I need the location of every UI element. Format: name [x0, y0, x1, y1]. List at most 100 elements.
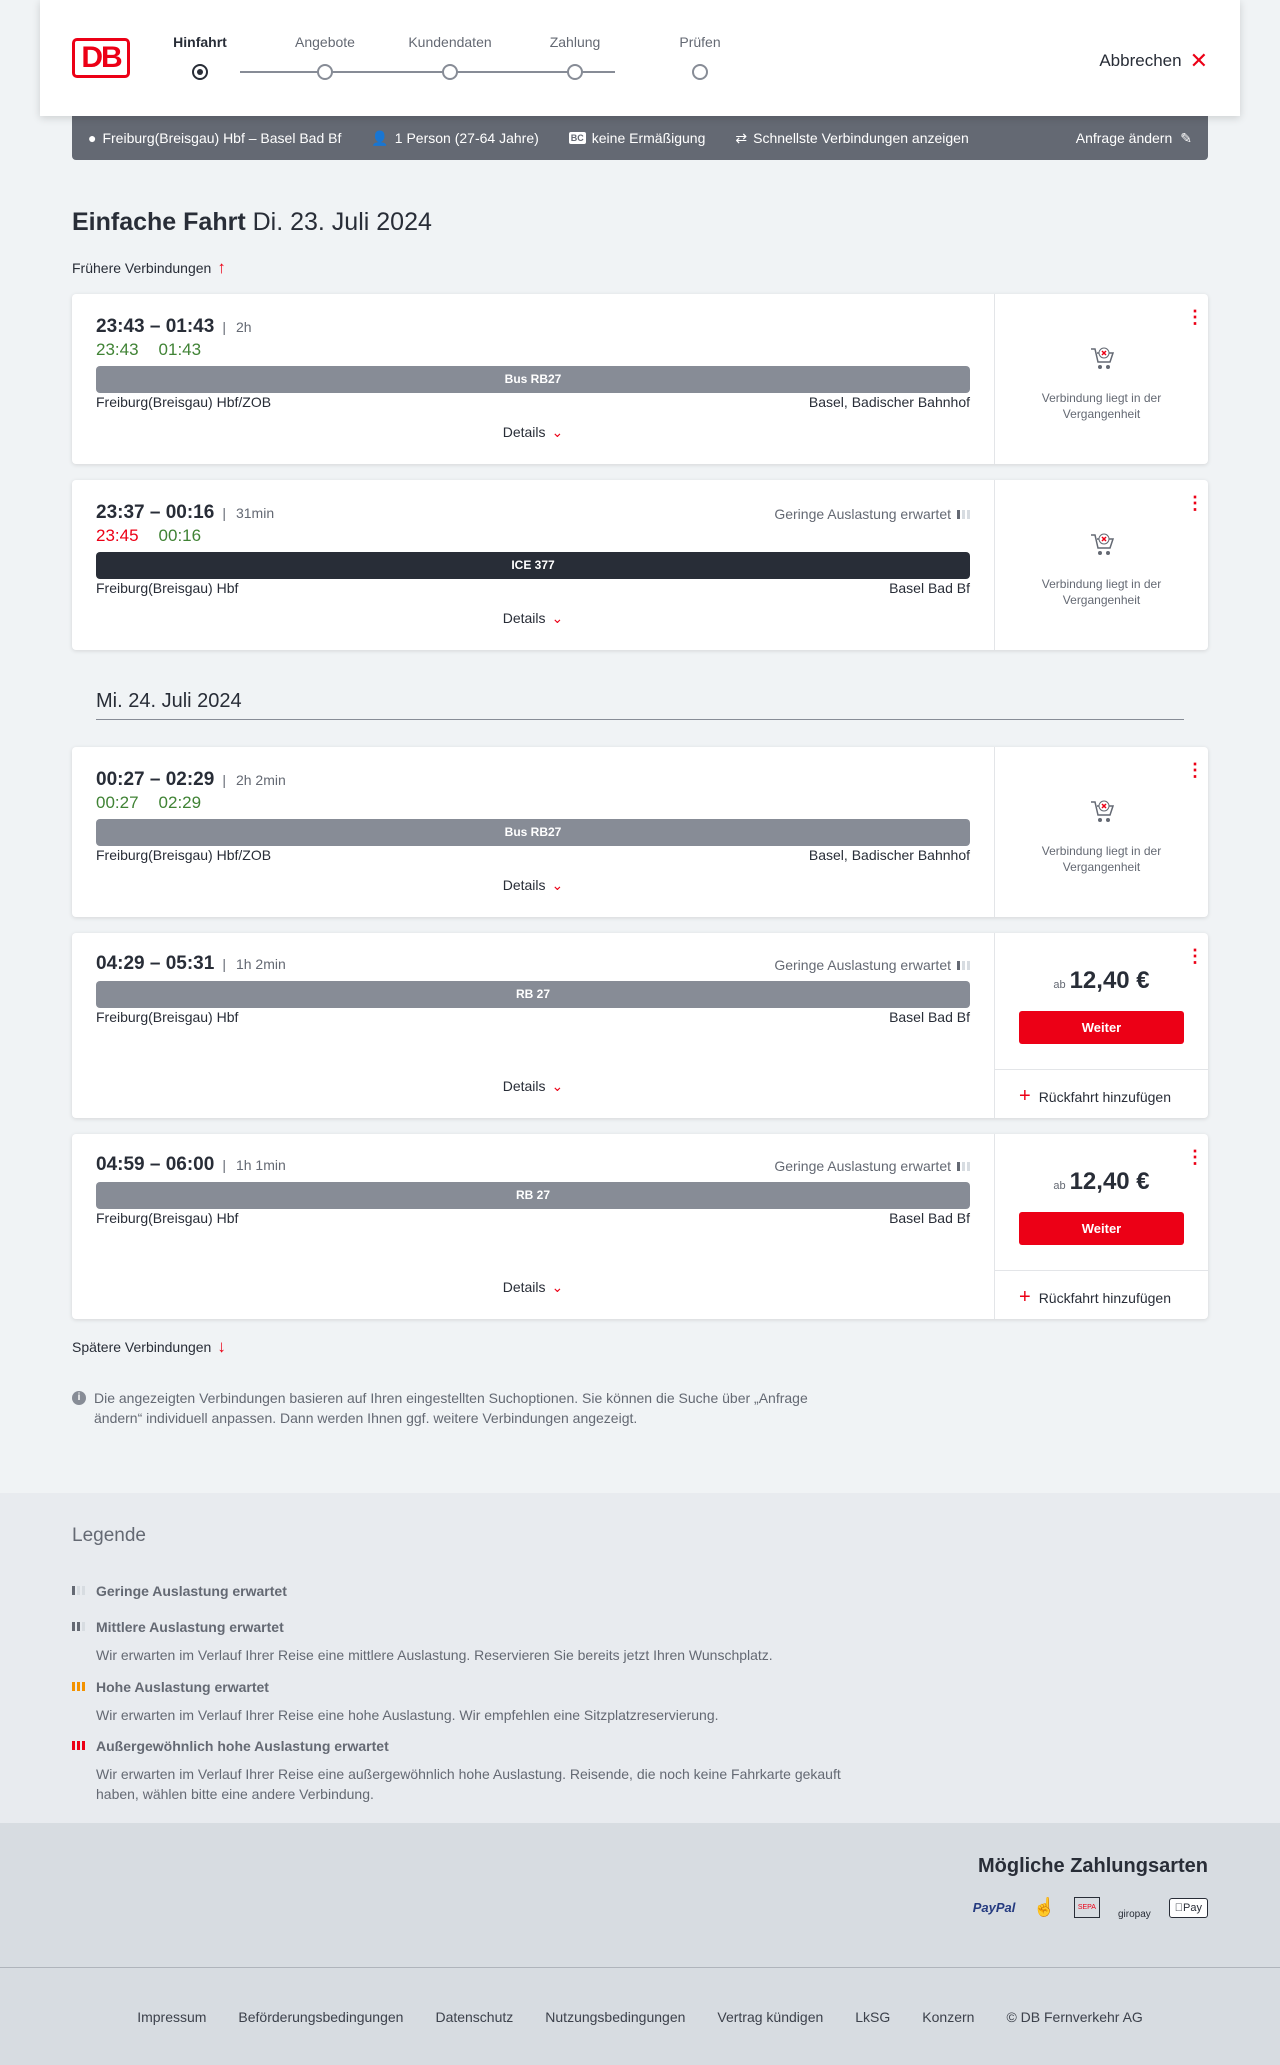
legend-item-title: Außergewöhnlich hohe Auslastung erwartet — [96, 1738, 389, 1754]
earlier-connections-link[interactable]: Frühere Verbindungen ↑ — [72, 258, 226, 278]
offer-panel: ⋮ Verbindung liegt in der Vergangenheit — [994, 480, 1208, 650]
cart-unavailable-icon — [995, 344, 1208, 377]
close-icon: ✕ — [1189, 48, 1208, 73]
offer-panel: ⋮ Verbindung liegt in der Vergangenheit — [994, 747, 1208, 917]
legend-item-desc: Wir erwarten im Verlauf Ihrer Reise eine… — [96, 1647, 773, 1663]
change-request-button[interactable]: Anfrage ändern ✎ — [1076, 130, 1192, 147]
chevron-down-icon: ⌄ — [551, 610, 564, 626]
realtime-arrival: 01:43 — [158, 340, 202, 359]
footer-link-konzern[interactable]: Konzern — [922, 2008, 975, 2025]
footer-link-befoerderungsbedingungen[interactable]: Beförderungsbedingungen — [238, 2008, 404, 2025]
train-bar: ICE 377 — [96, 552, 970, 579]
details-toggle[interactable]: Details ⌄ — [72, 877, 994, 894]
connection-summary[interactable]: 04:59 – 06:00 1h 1min Geringe Auslastung e… — [72, 1134, 994, 1319]
trip-type: Einfache Fahrt — [72, 208, 246, 236]
more-options-icon[interactable]: ⋮ — [1186, 946, 1204, 966]
db-logo[interactable]: DB — [72, 38, 130, 78]
time-range: 04:29 – 05:31 — [96, 953, 215, 974]
travellers-info: 👤 1 Person (27-64 Jahre) — [371, 130, 538, 147]
fastest-info: ⇄ Schnellste Verbindungen anzeigen — [735, 130, 968, 147]
legend-item-high: Hohe Auslastung erwartet Wir erwarten im … — [72, 1679, 872, 1725]
past-connection-text: Verbindung liegt in der Vergangenheit — [1041, 577, 1162, 607]
travellers-text: 1 Person (27-64 Jahre) — [394, 130, 539, 146]
offer-panel: ⋮ ab 12,40 € Weiter + Rückfahrt hinzufügen — [994, 933, 1208, 1118]
continue-button[interactable]: Weiter — [1019, 1011, 1184, 1044]
chevron-down-icon: ⌄ — [551, 877, 564, 893]
realtime-departure: 23:43 — [96, 340, 139, 359]
add-return-button[interactable]: + Rückfahrt hinzufügen — [1019, 1286, 1171, 1309]
details-label: Details — [502, 610, 546, 626]
legend-item-desc: Wir erwarten im Verlauf Ihrer Reise eine… — [96, 1707, 719, 1723]
footer-link-lksg[interactable]: LkSG — [855, 2008, 891, 2025]
time-range: 00:27 – 02:29 — [96, 769, 215, 790]
fastest-text: Schnellste Verbindungen anzeigen — [753, 130, 969, 146]
later-connections-link[interactable]: Spätere Verbindungen ↓ — [72, 1337, 226, 1357]
details-toggle[interactable]: Details ⌄ — [72, 1078, 994, 1095]
train-bar: RB 27 — [96, 981, 970, 1008]
step-dot-active — [192, 64, 208, 80]
realtime-departure: 00:27 — [96, 793, 139, 812]
connection-summary[interactable]: 23:43 – 01:43 2h 23:43 01:43 Bus RB27 Freibu… — [72, 294, 994, 464]
cancel-label: Abbrechen — [1099, 51, 1182, 70]
earlier-label: Frühere Verbindungen — [72, 260, 212, 276]
footer-link-impressum[interactable]: Impressum — [137, 2008, 207, 2025]
legend-item-title: Mittlere Auslastung erwartet — [96, 1619, 284, 1635]
add-return-button[interactable]: + Rückfahrt hinzufügen — [1019, 1085, 1171, 1108]
more-options-icon[interactable]: ⋮ — [1186, 493, 1204, 513]
info-note-text: Die angezeigten Verbindungen basieren au… — [94, 1390, 808, 1426]
cart-unavailable-icon — [995, 530, 1208, 563]
occupancy-low-icon — [957, 960, 970, 970]
step-kundendaten: Kundendaten — [408, 34, 492, 50]
step-dot — [567, 64, 583, 80]
footer-link-nutzungsbedingungen[interactable]: Nutzungsbedingungen — [545, 2008, 686, 2025]
more-options-icon[interactable]: ⋮ — [1186, 1147, 1204, 1167]
location-pin-icon: ● — [88, 130, 97, 146]
person-icon: 👤 — [371, 129, 389, 146]
connection-summary[interactable]: 00:27 – 02:29 2h 2min 00:27 02:29 Bus RB27 F… — [72, 747, 994, 917]
date-separator: Mi. 24. Juli 2024 — [96, 690, 1184, 720]
pencil-icon: ✎ — [1180, 129, 1192, 146]
details-toggle[interactable]: Details ⌄ — [72, 424, 994, 441]
cancel-button[interactable]: Abbrechen ✕ — [1099, 48, 1208, 74]
details-toggle[interactable]: Details ⌄ — [72, 610, 994, 627]
step-dot — [692, 64, 708, 80]
continue-button[interactable]: Weiter — [1019, 1212, 1184, 1245]
info-note: i Die angezeigten Verbindungen basieren a… — [72, 1388, 852, 1428]
occupancy-medium-icon — [72, 1622, 85, 1631]
step-zahlung: Zahlung — [549, 34, 601, 50]
search-summary-bar: ● Freiburg(Breisgau) Hbf – Basel Bad Bf 👤… — [72, 116, 1208, 160]
footer-link-vertrag-kuendigen[interactable]: Vertrag kündigen — [717, 2008, 824, 2025]
departure-station: Freiburg(Breisgau) Hbf/ZOB — [96, 847, 272, 863]
connection-times: 04:29 – 05:31 1h 2min — [96, 953, 286, 975]
duration: 1h 1min — [222, 1157, 285, 1173]
arrow-down-icon: ↓ — [217, 1337, 226, 1356]
chevron-down-icon: ⌄ — [551, 424, 564, 440]
arrival-station: Basel Bad Bf — [889, 1009, 970, 1025]
plus-icon: + — [1019, 1085, 1031, 1107]
departure-station: Freiburg(Breisgau) Hbf — [96, 1210, 239, 1226]
details-label: Details — [502, 877, 546, 893]
change-request-label: Anfrage ändern — [1075, 130, 1173, 146]
details-label: Details — [502, 1279, 546, 1295]
header: DB Hinfahrt Angebote Kundendaten Zahlung… — [40, 0, 1240, 116]
credit-card-icon: ☝ — [1033, 1897, 1056, 1917]
more-options-icon[interactable]: ⋮ — [1186, 307, 1204, 327]
add-return-label: Rückfahrt hinzufügen — [1038, 1289, 1171, 1306]
footer-link-datenschutz[interactable]: Datenschutz — [435, 2008, 514, 2025]
connection-times: 04:59 – 06:00 1h 1min — [96, 1154, 286, 1176]
price-value: 12,40 € — [1069, 1168, 1150, 1195]
connection-summary[interactable]: 23:37 – 00:16 31min 23:45 00:16 Geringe Ausl… — [72, 480, 994, 650]
connection-summary[interactable]: 04:29 – 05:31 1h 2min Geringe Auslastung e… — [72, 933, 994, 1118]
duration: 2h — [222, 319, 251, 335]
page-title: Einfache Fahrt Di. 23. Juli 2024 — [72, 208, 432, 237]
time-range: 04:59 – 06:00 — [96, 1154, 215, 1175]
swap-arrows-icon: ⇄ — [735, 129, 748, 146]
time-range: 23:37 – 00:16 — [96, 502, 215, 523]
details-toggle[interactable]: Details ⌄ — [72, 1279, 994, 1296]
occupancy-very-high-icon — [72, 1741, 85, 1750]
more-options-icon[interactable]: ⋮ — [1186, 760, 1204, 780]
footer-copyright: © DB Fernverkehr AG — [1006, 2008, 1143, 2025]
discount-text: keine Ermäßigung — [591, 130, 706, 146]
details-label: Details — [502, 1078, 546, 1094]
bahncard-icon: BC — [568, 132, 586, 144]
